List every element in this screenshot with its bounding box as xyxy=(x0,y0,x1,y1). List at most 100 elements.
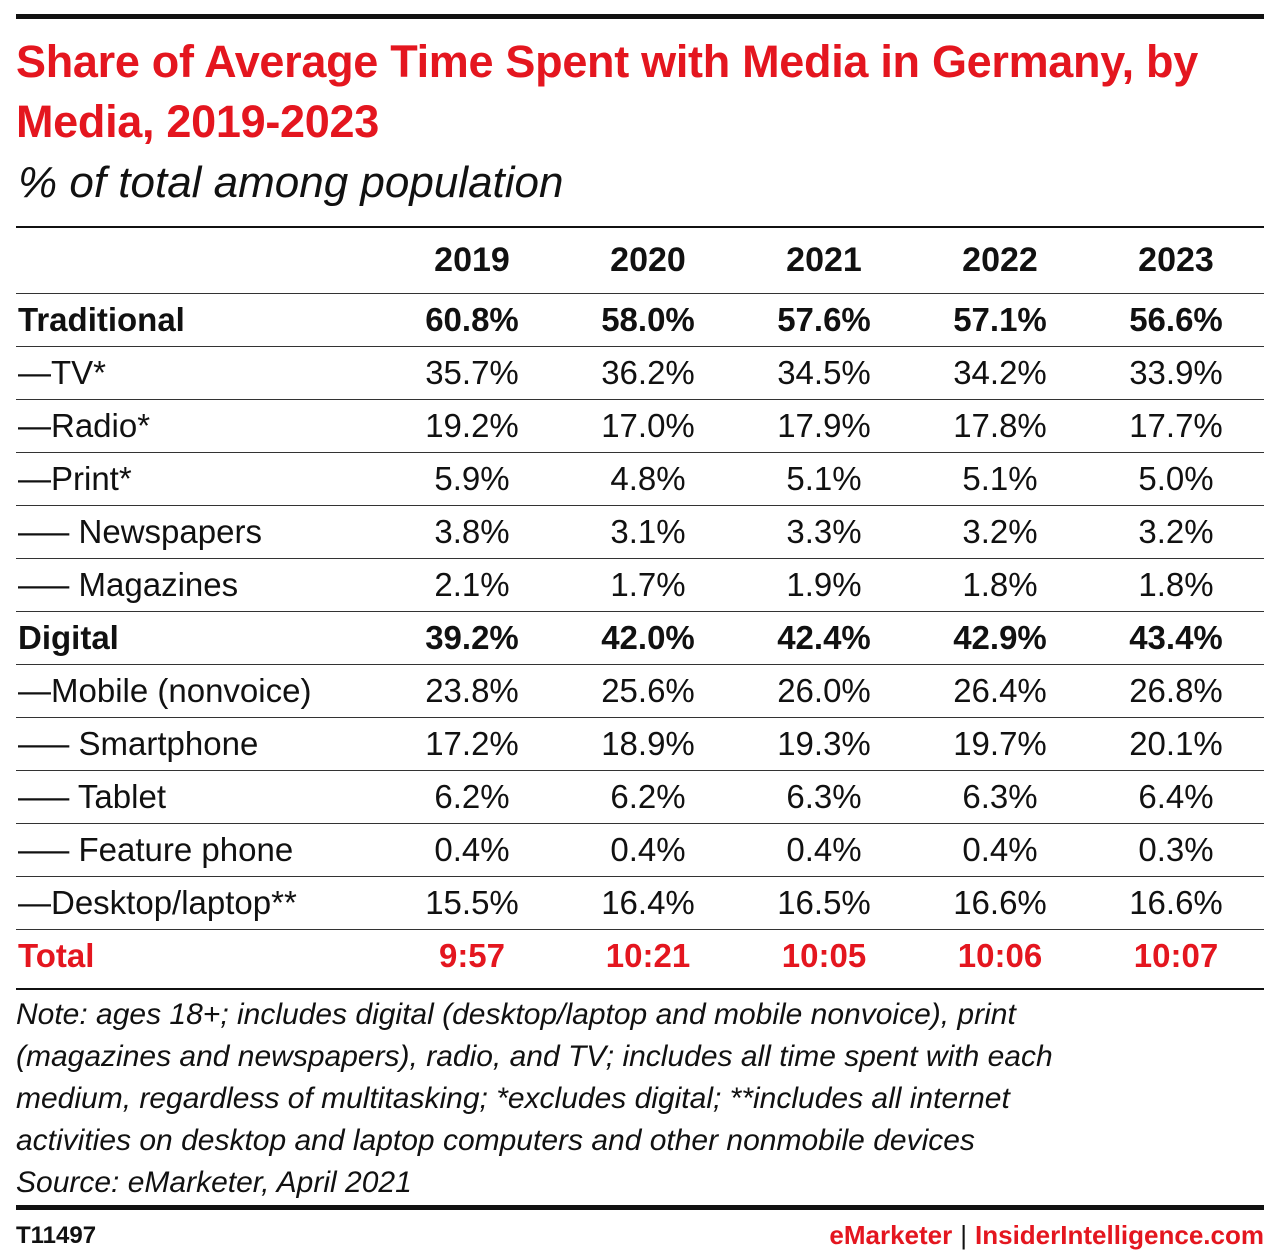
value-cell: 1.9% xyxy=(786,565,862,603)
value-cell: 36.2% xyxy=(601,353,695,391)
insider-intelligence-link[interactable]: InsiderIntelligence.com xyxy=(975,1220,1264,1250)
table-row: —Print* 5.9% 4.8% 5.1% 5.1% 5.0% xyxy=(16,452,1264,505)
column-header: 2021 xyxy=(736,226,912,293)
value-cell: 16.4% xyxy=(601,883,695,921)
column-header: 2023 xyxy=(1088,226,1264,293)
row-label: —– Feature phone xyxy=(18,830,294,868)
value-cell: 10:07 xyxy=(1133,936,1219,974)
value-cell: 3.8% xyxy=(434,512,510,550)
row-label: —– Magazines xyxy=(18,565,239,603)
chart-title: Share of Average Time Spent with Media i… xyxy=(16,36,1198,147)
value-cell: 5.9% xyxy=(434,459,510,497)
top-rule xyxy=(16,14,1264,19)
table-row: —Desktop/laptop** 15.5% 16.4% 16.5% 16.6% 16.… xyxy=(16,876,1264,929)
value-cell: 42.4% xyxy=(777,618,871,656)
note-line: Note: ages 18+; includes digital (deskto… xyxy=(16,998,1016,1031)
value-cell: 1.7% xyxy=(610,565,686,603)
table-body: Traditional 60.8% 58.0% 57.6% 57.1% 56.6% —TV*… xyxy=(16,293,1264,982)
value-cell: 6.2% xyxy=(434,777,510,815)
data-table: 2019 2020 2021 2022 2023 Traditional 60.8… xyxy=(16,226,1264,982)
value-cell: 16.5% xyxy=(777,883,871,921)
value-cell: 3.2% xyxy=(1138,512,1214,550)
table-row: —Mobile (nonvoice) 23.8% 25.6% 26.0% 26.4% 26… xyxy=(16,664,1264,717)
column-header: 2019 xyxy=(384,226,560,293)
value-cell: 16.6% xyxy=(953,883,1047,921)
total-row: Total 9:57 10:21 10:05 10:06 10:07 xyxy=(16,929,1264,982)
value-cell: 56.6% xyxy=(1129,300,1223,338)
table-row: Digital 39.2% 42.0% 42.4% 42.9% 43.4% xyxy=(16,611,1264,664)
table-row: —– Newspapers 3.8% 3.1% 3.3% 3.2% 3.2% xyxy=(16,505,1264,558)
value-cell: 26.4% xyxy=(953,671,1047,709)
table-row: —– Feature phone 0.4% 0.4% 0.4% 0.4% 0.3% xyxy=(16,823,1264,876)
bottom-rule xyxy=(16,1205,1264,1210)
value-cell: 57.6% xyxy=(777,300,871,338)
value-cell: 19.2% xyxy=(425,406,519,444)
value-cell: 17.2% xyxy=(425,724,519,762)
row-label: —Radio* xyxy=(18,406,151,444)
value-cell: 4.8% xyxy=(610,459,686,497)
value-cell: 0.4% xyxy=(610,830,686,868)
value-cell: 0.3% xyxy=(1138,830,1214,868)
row-label: —– Smartphone xyxy=(18,724,259,762)
value-cell: 5.1% xyxy=(786,459,862,497)
value-cell: 42.0% xyxy=(601,618,695,656)
value-cell: 0.4% xyxy=(786,830,862,868)
value-cell: 17.9% xyxy=(777,406,871,444)
value-cell: 18.9% xyxy=(601,724,695,762)
table-row: Traditional 60.8% 58.0% 57.6% 57.1% 56.6% xyxy=(16,293,1264,346)
value-cell: 5.0% xyxy=(1138,459,1214,497)
row-label: —Mobile (nonvoice) xyxy=(18,671,312,709)
note-line: activities on desktop and laptop compute… xyxy=(16,1124,975,1157)
value-cell: 34.2% xyxy=(953,353,1047,391)
row-label: Digital xyxy=(18,618,119,656)
value-cell: 57.1% xyxy=(953,300,1047,338)
row-label: Traditional xyxy=(18,300,185,338)
value-cell: 15.5% xyxy=(425,883,519,921)
row-label: —TV* xyxy=(18,353,107,391)
value-cell: 6.2% xyxy=(610,777,686,815)
value-cell: 6.3% xyxy=(962,777,1038,815)
row-label: —Desktop/laptop** xyxy=(18,883,297,921)
value-cell: 17.7% xyxy=(1129,406,1223,444)
value-cell: 19.7% xyxy=(953,724,1047,762)
value-cell: 60.8% xyxy=(425,300,519,338)
value-cell: 17.8% xyxy=(953,406,1047,444)
value-cell: 42.9% xyxy=(953,618,1047,656)
value-cell: 33.9% xyxy=(1129,353,1223,391)
column-header: 2020 xyxy=(560,226,736,293)
value-cell: 3.3% xyxy=(786,512,862,550)
value-cell: 10:21 xyxy=(605,936,691,974)
row-label: —– Tablet xyxy=(18,777,166,815)
footer-brand: eMarketer | InsiderIntelligence.com xyxy=(829,1220,1264,1251)
value-cell: 3.2% xyxy=(962,512,1038,550)
value-cell: 1.8% xyxy=(962,565,1038,603)
chart-subtitle: % of total among population xyxy=(18,158,564,207)
value-cell: 26.0% xyxy=(777,671,871,709)
chart-id: T11497 xyxy=(16,1222,97,1249)
brand-separator: | xyxy=(960,1220,968,1250)
notes: Note: ages 18+; includes digital (deskto… xyxy=(16,988,1264,1204)
header-label-cell xyxy=(16,226,384,293)
value-cell: 58.0% xyxy=(601,300,695,338)
value-cell: 16.6% xyxy=(1129,883,1223,921)
value-cell: 0.4% xyxy=(962,830,1038,868)
value-cell: 20.1% xyxy=(1129,724,1223,762)
value-cell: 10:05 xyxy=(781,936,867,974)
value-cell: 39.2% xyxy=(425,618,519,656)
value-cell: 17.0% xyxy=(601,406,695,444)
value-cell: 23.8% xyxy=(425,671,519,709)
value-cell: 34.5% xyxy=(777,353,871,391)
row-label: Total xyxy=(18,936,95,974)
value-cell: 10:06 xyxy=(957,936,1043,974)
value-cell: 6.4% xyxy=(1138,777,1214,815)
table-row: —– Tablet 6.2% 6.2% 6.3% 6.3% 6.4% xyxy=(16,770,1264,823)
value-cell: 25.6% xyxy=(601,671,695,709)
note-line: medium, regardless of multitasking; *exc… xyxy=(16,1082,1010,1115)
table-row: —– Smartphone 17.2% 18.9% 19.3% 19.7% 20.1% xyxy=(16,717,1264,770)
value-cell: 19.3% xyxy=(777,724,871,762)
value-cell: 0.4% xyxy=(434,830,510,868)
value-cell: 35.7% xyxy=(425,353,519,391)
value-cell: 9:57 xyxy=(438,936,506,974)
table-row: —– Magazines 2.1% 1.7% 1.9% 1.8% 1.8% xyxy=(16,558,1264,611)
value-cell: 43.4% xyxy=(1129,618,1223,656)
